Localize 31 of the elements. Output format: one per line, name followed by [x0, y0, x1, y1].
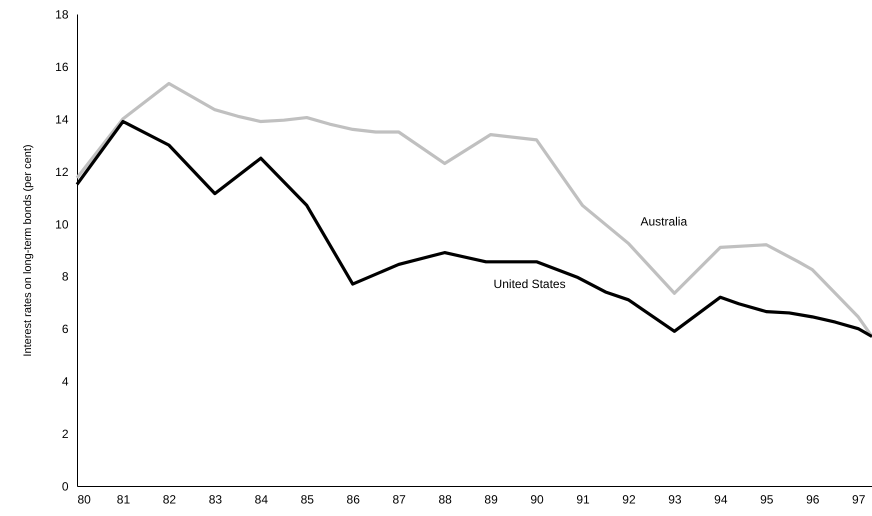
x-tick-label: 97: [852, 492, 866, 506]
x-tick-label: 85: [300, 492, 314, 506]
x-tick-label: 88: [438, 492, 452, 506]
x-tick-label: 92: [622, 492, 636, 506]
y-tick-label: 18: [55, 8, 69, 22]
x-tick-label: 81: [116, 492, 130, 506]
x-tick-label: 95: [760, 492, 774, 506]
x-tick-label: 80: [78, 492, 92, 506]
y-axis-title: Interest rates on long-term bonds (per cent): [22, 144, 34, 357]
x-tick-label: 84: [254, 492, 268, 506]
y-tick-label: 12: [55, 164, 69, 179]
x-tick-label: 86: [346, 492, 360, 506]
y-tick-label: 10: [55, 217, 69, 232]
series-label: United States: [494, 276, 566, 291]
x-tick-label: 93: [668, 492, 682, 506]
x-tick-label: 91: [576, 492, 590, 506]
y-tick-label: 0: [62, 480, 69, 494]
y-tick-label: 2: [62, 427, 69, 442]
y-tick-label: 14: [55, 112, 69, 126]
x-tick-label: 82: [162, 492, 176, 506]
x-tick-label: 89: [484, 492, 498, 506]
y-tick-label: 6: [62, 322, 69, 336]
x-tick-label: 94: [714, 492, 728, 506]
x-tick-label: 87: [392, 492, 406, 506]
y-tick-label: 16: [55, 60, 69, 74]
y-tick-label: 8: [62, 270, 69, 284]
x-tick-label: 96: [806, 492, 820, 506]
x-tick-label: 83: [208, 492, 222, 506]
series-label: Australia: [640, 214, 688, 228]
x-tick-label: 90: [530, 492, 544, 506]
y-tick-label: 4: [62, 374, 69, 389]
